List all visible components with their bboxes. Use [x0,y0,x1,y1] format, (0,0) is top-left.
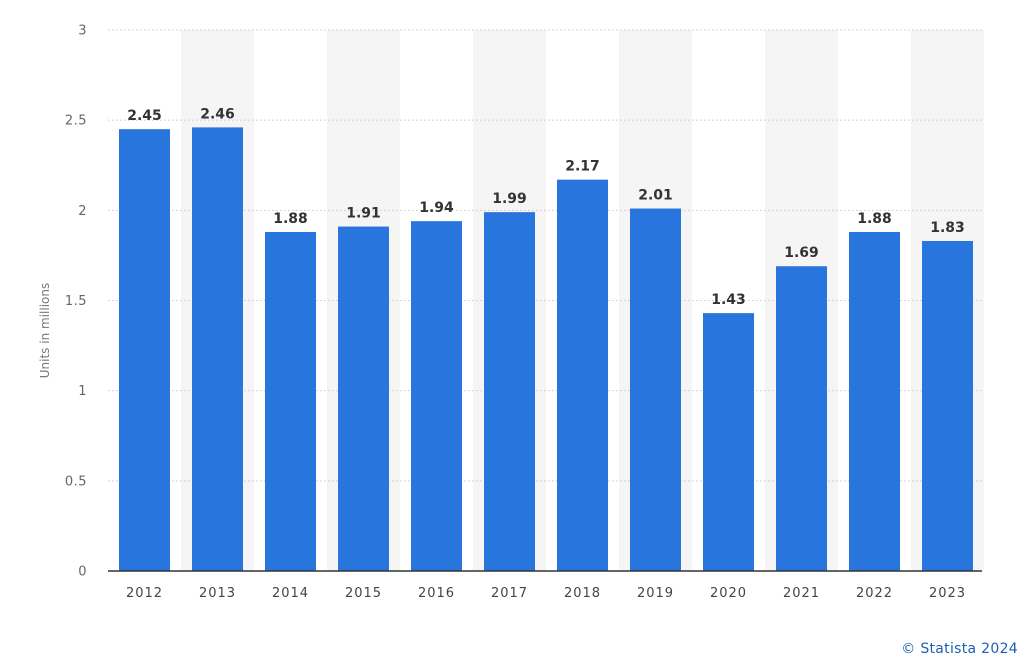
y-axis-label: Units in millions [38,283,52,378]
x-tick-label: 2015 [345,586,382,601]
x-tick-label: 2016 [418,586,455,601]
x-axis-ticks: 2012 2013 2014 2015 2016 2017 2018 2019 2020 2021… [126,586,966,601]
bar-2013[interactable] [192,127,243,571]
x-tick-label: 2023 [929,586,966,601]
data-label-2018: 2.17 [565,159,600,175]
data-label-2012: 2.45 [127,108,162,124]
x-tick-label: 2022 [856,586,893,601]
data-label-2014: 1.88 [273,211,308,227]
bar-2016[interactable] [411,221,462,572]
y-tick-label: 0.5 [65,474,87,489]
y-tick-label: 1.5 [65,294,87,309]
data-label-2016: 1.94 [419,200,454,216]
data-label-2023: 1.83 [930,220,965,236]
statista-credit[interactable]: © Statista 2024 [901,641,1018,657]
x-tick-label: 2021 [783,586,820,601]
y-axis-ticks: 0 0.5 1 1.5 2 2.5 3 [65,24,87,580]
gridlines [108,29,982,482]
x-tick-label: 2020 [710,586,747,601]
bar-2017[interactable] [484,212,535,572]
data-label-2022: 1.88 [857,211,892,227]
x-tick-label: 2012 [126,586,163,601]
bar-2020[interactable] [703,313,754,571]
x-tick-label: 2013 [199,586,236,601]
y-tick-label: 1 [78,384,87,399]
x-tick-label: 2017 [491,586,528,601]
bars [119,127,973,572]
x-tick-label: 2019 [637,586,674,601]
bar-2023[interactable] [922,240,973,572]
data-label-2015: 1.91 [346,206,381,222]
x-tick-label: 2014 [272,586,309,601]
bar-2018[interactable] [557,179,608,571]
bar-2012[interactable] [119,129,170,571]
data-label-2019: 2.01 [638,188,673,204]
data-label-2021: 1.69 [784,245,819,261]
data-labels: 2.45 2.46 1.88 1.91 1.94 1.99 2.17 2.01 1.43 1.69… [127,106,965,308]
bar-2015[interactable] [338,226,389,571]
y-tick-label: 3 [78,24,87,39]
bar-2022[interactable] [849,231,900,571]
data-label-2020: 1.43 [711,292,746,308]
y-tick-label: 0 [78,565,87,580]
bar-2014[interactable] [265,231,316,571]
x-tick-label: 2018 [564,586,601,601]
data-label-2013: 2.46 [200,106,235,122]
y-tick-label: 2.5 [65,114,87,129]
bar-2019[interactable] [630,208,681,571]
bar-2021[interactable] [776,266,827,571]
y-tick-label: 2 [78,204,87,219]
data-label-2017: 1.99 [492,191,527,207]
